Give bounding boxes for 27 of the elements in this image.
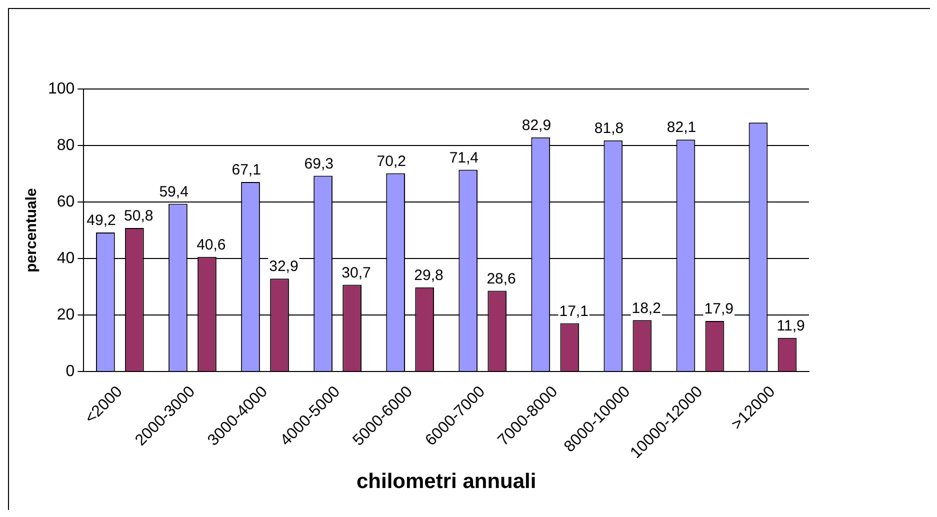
y-axis-title: percentuale bbox=[23, 188, 40, 272]
data-label: 81,8 bbox=[594, 120, 624, 138]
data-label: 18,2 bbox=[632, 300, 661, 317]
data-label: 32,9 bbox=[269, 258, 298, 276]
data-label: 17,9 bbox=[704, 300, 734, 318]
x-axis-title: chilometri annuali bbox=[356, 470, 536, 494]
data-label: 40,6 bbox=[196, 236, 226, 254]
y-tick-label: 20 bbox=[56, 306, 75, 324]
y-tick-label: 80 bbox=[56, 136, 75, 154]
data-label: 49,2 bbox=[86, 212, 116, 230]
data-label: 28,6 bbox=[486, 270, 516, 288]
data-label: 67,1 bbox=[232, 162, 261, 179]
data-label: 70,2 bbox=[376, 152, 406, 170]
data-label: 30,7 bbox=[342, 264, 371, 282]
y-tick-label: 0 bbox=[66, 362, 75, 380]
data-label: 17,1 bbox=[559, 302, 588, 320]
data-label: 50,8 bbox=[124, 208, 154, 225]
data-label: 59,4 bbox=[159, 183, 188, 200]
y-tick-label: 100 bbox=[48, 80, 75, 98]
data-label: 29,8 bbox=[414, 266, 444, 284]
data-label: 11,9 bbox=[776, 318, 805, 335]
data-label: 69,3 bbox=[304, 155, 334, 172]
y-tick-label: 60 bbox=[56, 193, 75, 210]
data-label: 71,4 bbox=[449, 149, 479, 166]
data-label: 82,9 bbox=[522, 116, 552, 134]
y-tick-label: 40 bbox=[56, 250, 75, 267]
data-label: 82,1 bbox=[666, 119, 696, 136]
